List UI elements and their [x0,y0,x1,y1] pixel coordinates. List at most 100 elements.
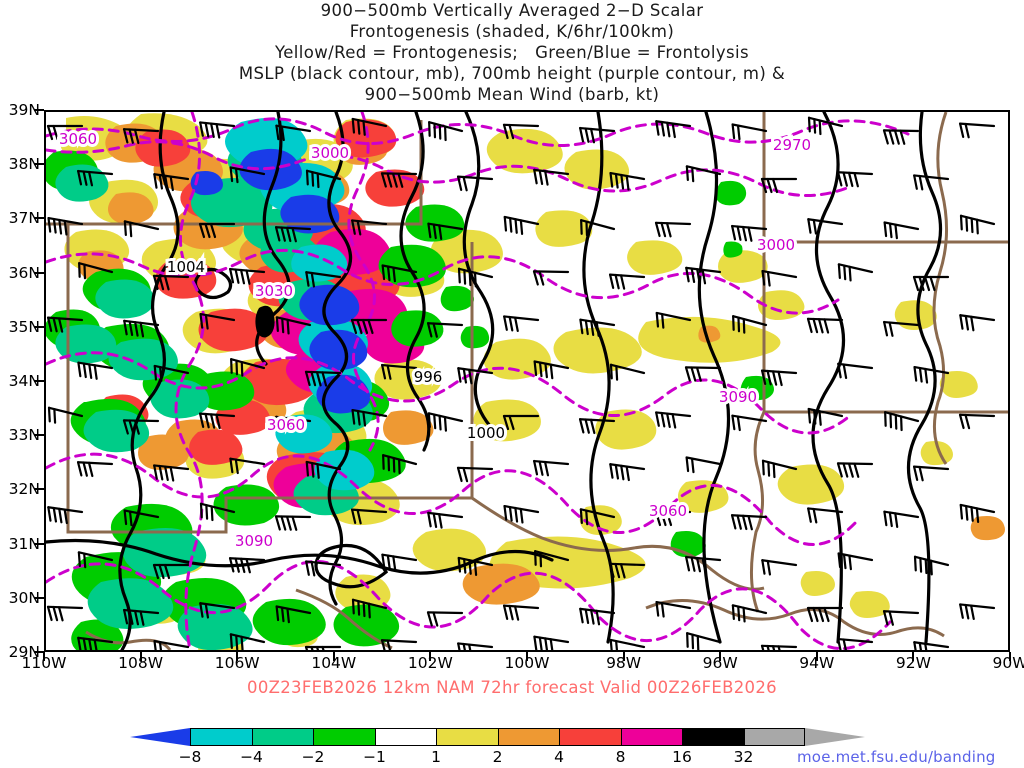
x-tick-mark [43,652,45,661]
x-tick-label: 106W [214,654,260,672]
wind-barb [382,454,418,475]
wind-barb [686,632,722,650]
wind-barb [229,166,266,184]
svg-text:3060: 3060 [267,416,305,434]
wind-barb [123,509,160,527]
wind-barb [305,169,342,189]
wind-barb [807,407,844,426]
wind-barb [913,555,950,576]
wind-barb [503,215,540,236]
y-tick-mark [34,434,44,437]
wind-barb [305,271,342,288]
svg-text:3000: 3000 [757,236,795,254]
colorbar-tick-label: 8 [615,748,626,766]
wind-barb [457,642,494,650]
wind-barb [305,560,342,577]
wind-barb [579,126,616,144]
x-tick-label: 92W [895,654,931,672]
x-tick-label: 94W [799,654,835,672]
svg-text:3060: 3060 [649,502,687,520]
wind-barb [76,461,114,478]
wind-barb [351,598,388,619]
y-tick-mark [34,651,44,653]
wind-barb [427,222,464,240]
wind-barb [198,412,236,430]
wind-barb [579,508,616,526]
y-tick-label: 37N [8,209,40,228]
wind-barb [502,123,540,140]
wind-barb [275,124,312,142]
x-tick-mark [236,652,239,661]
wind-barb [153,173,190,192]
wind-barb [502,604,540,621]
wind-barb [78,262,114,280]
wind-barb [152,563,190,580]
x-tick-label: 96W [702,654,738,672]
svg-text:3060: 3060 [649,502,687,520]
title-line-2: Frontogenesis (shaded, K/6hr/100km) [349,22,675,41]
y-tick-label: 31N [8,534,40,553]
svg-text:1004: 1004 [167,258,205,276]
wind-barb [229,267,266,285]
wind-barb [731,604,768,623]
x-tick-label: 108W [118,654,164,672]
wind-barb [685,266,722,285]
wind-barb [760,644,798,650]
colorbar-band [374,728,436,746]
svg-text:3030: 3030 [255,282,293,300]
wind-barb [457,556,494,577]
x-tick-label: 110W [21,654,67,672]
wind-barb [806,606,844,623]
svg-text:3060: 3060 [267,416,305,434]
y-tick-label: 33N [8,426,40,445]
svg-text:996: 996 [414,368,443,386]
wind-barb [228,557,266,574]
wind-barb [685,165,722,183]
wind-barb [807,116,844,136]
wind-barb [912,465,950,482]
x-tick-mark [332,652,335,661]
colorbar-tick-label: −4 [240,748,263,766]
y-tick-label: 32N [8,480,40,499]
wind-barb [153,364,190,382]
chart-title-block: 900−500mb Vertically Averaged 2−D Scalar… [0,0,1024,106]
wind-barb [46,605,84,622]
wind-barb [761,559,798,576]
wind-barb [381,363,418,380]
wind-barb [275,415,312,433]
wind-barb [47,506,84,525]
wind-barb [731,414,768,432]
wind-barb [77,636,114,650]
colorbar-tick-label: 16 [672,748,692,766]
mslp-contours [46,112,943,650]
wind-barb [684,366,722,382]
colorbar-band [743,728,805,746]
wind-barb [456,466,494,483]
x-tick-label: 102W [407,654,453,672]
colorbar-band [251,728,313,746]
wind-barb [532,270,570,286]
wind-barb [503,315,540,333]
wind-barb [428,121,464,142]
wind-barb [959,214,996,235]
wind-barb [579,607,616,626]
wind-barb [350,318,388,335]
wind-barb [153,464,190,482]
watermark-link[interactable]: moe.met.fsu.edu/banding [797,748,996,766]
title-line-4: MSLP (black contour, mb), 700mb height (… [238,64,786,83]
wind-barb [609,463,646,482]
y-tick-label: 38N [8,155,40,174]
wind-barb [46,124,84,141]
y-tick-label: 35N [8,317,40,336]
wind-barb [305,460,342,479]
y-tick-label: 34N [8,372,40,390]
wind-barb [381,264,418,283]
wind-barb [77,169,114,187]
wind-barb [883,510,920,528]
wind-barb [123,220,160,238]
colorbar-band [190,728,252,746]
wind-barb [730,514,768,531]
